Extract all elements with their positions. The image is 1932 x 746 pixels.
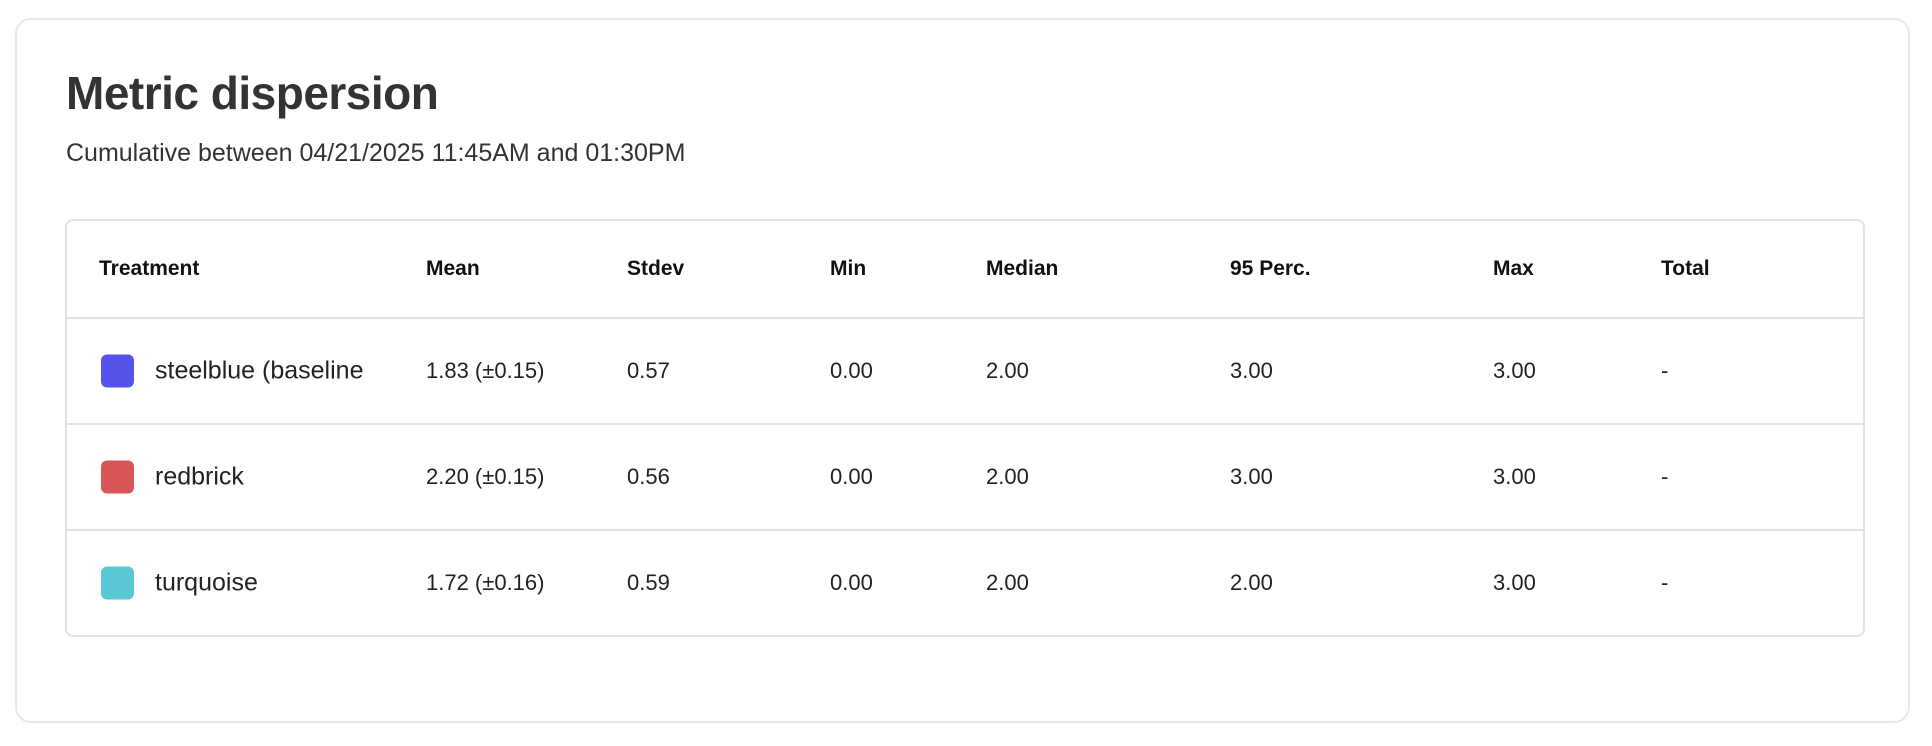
cell-p95: 2.00 [1230,570,1273,595]
cell-total: - [1661,358,1669,383]
header-p95: 95 Perc. [1230,257,1311,280]
cell-min: 0.00 [830,570,873,595]
table-header: Treatment Mean Stdev Min Median 95 Perc.… [67,221,1863,317]
header-mean: Mean [426,257,480,280]
cell-max: 3.00 [1493,464,1536,489]
cell-stdev: 0.56 [627,464,670,489]
cell-p95: 3.00 [1230,464,1273,489]
cell-mean: 2.20 (±0.15) [426,464,545,489]
cell-min: 0.00 [830,464,873,489]
table-row: steelblue (baseline 1.83 (±0.15) 0.57 0.00 2… [67,317,1863,423]
table-row: turquoise 1.72 (±0.16) 0.59 0.00 2.00 2.00 3.0… [67,529,1863,635]
color-swatch-icon [101,354,134,388]
cell-max: 3.00 [1493,570,1536,595]
cell-median: 2.00 [986,358,1029,383]
table-row: redbrick 2.20 (±0.15) 0.56 0.00 2.00 3.00 3.00… [67,423,1863,529]
treatment-name: redbrick [155,462,244,491]
color-swatch-icon [101,460,134,494]
cell-total: - [1661,464,1669,489]
cell-mean: 1.83 (±0.15) [426,358,545,383]
cell-mean: 1.72 (±0.16) [426,570,545,595]
cell-stdev: 0.59 [627,570,670,595]
header-median: Median [986,257,1059,280]
cell-p95: 3.00 [1230,358,1273,383]
color-swatch-icon [101,566,134,600]
cell-stdev: 0.57 [627,358,670,383]
cell-total: - [1661,570,1669,595]
header-min: Min [830,257,867,280]
treatment-name: steelblue (baseline [155,356,364,385]
metric-dispersion-card: Metric dispersion Cumulative between 04/… [15,18,1910,723]
card-subtitle: Cumulative between 04/21/2025 11:45AM an… [66,139,686,167]
cell-max: 3.00 [1493,358,1536,383]
treatment-name: turquoise [155,568,258,597]
header-max: Max [1493,257,1534,280]
header-treatment: Treatment [99,257,200,280]
header-total: Total [1661,257,1710,280]
cell-min: 0.00 [830,358,873,383]
dispersion-table: Treatment Mean Stdev Min Median 95 Perc.… [65,219,1865,637]
cell-median: 2.00 [986,570,1029,595]
cell-median: 2.00 [986,464,1029,489]
header-stdev: Stdev [627,257,685,280]
card-title: Metric dispersion [66,67,439,119]
